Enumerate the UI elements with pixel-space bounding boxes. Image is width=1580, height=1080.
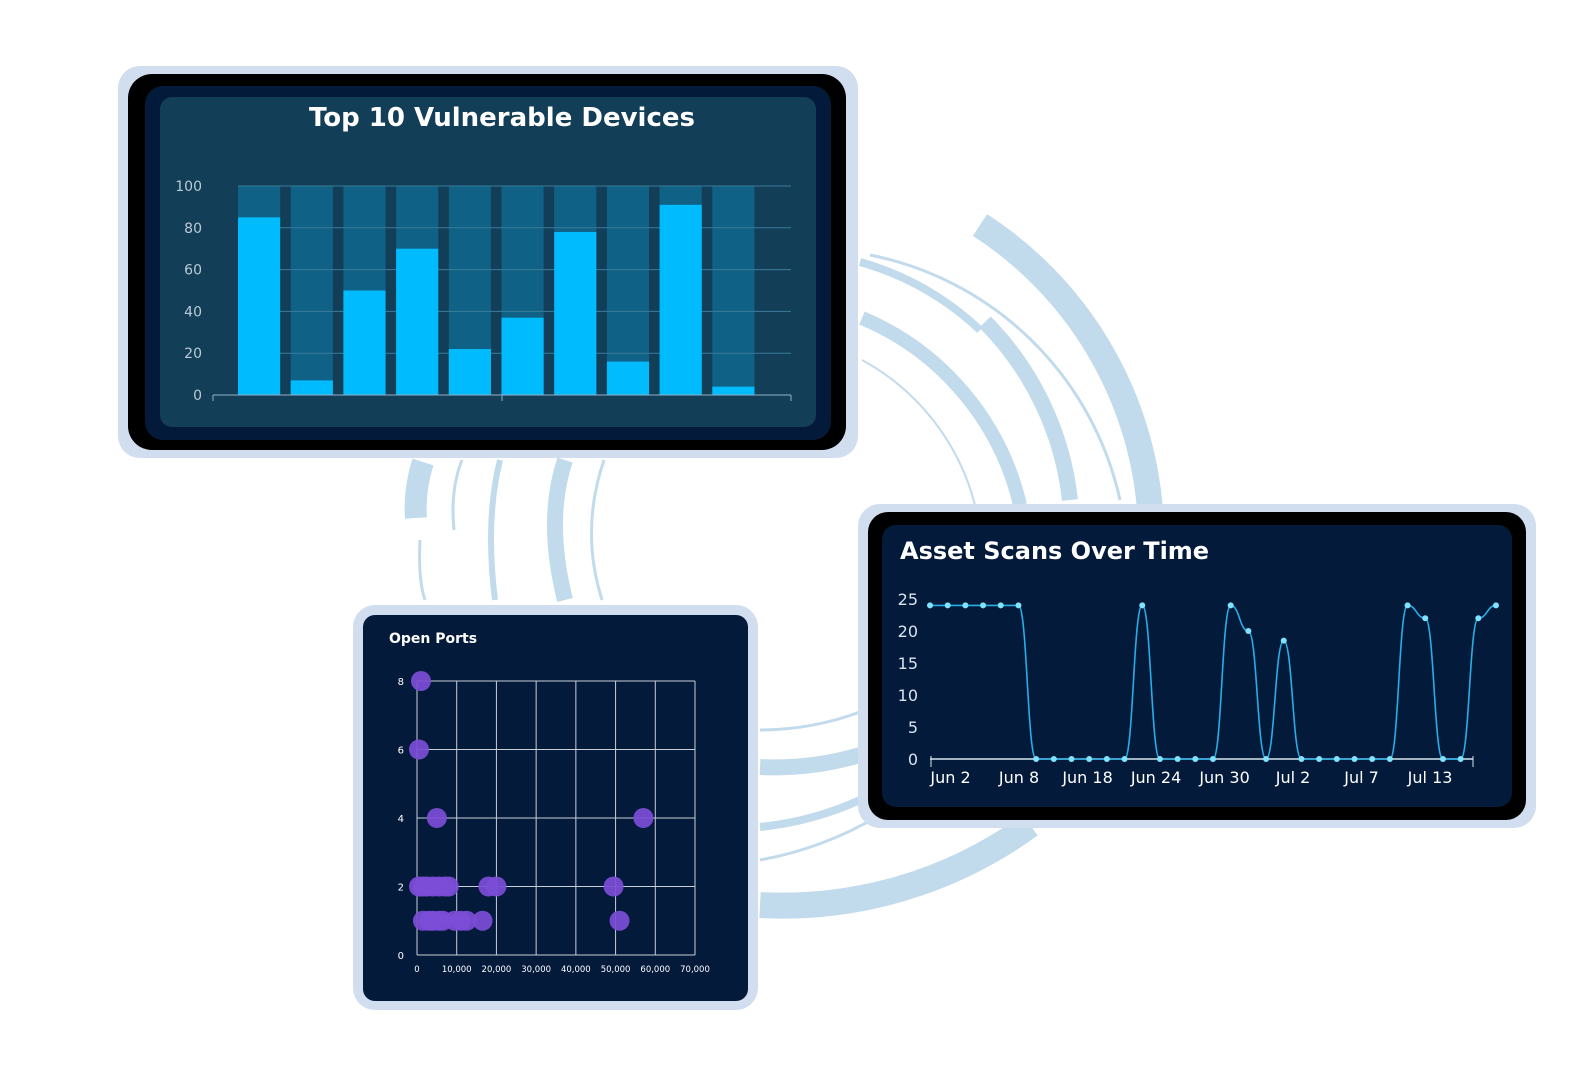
data-point xyxy=(1351,756,1358,762)
y-tick-label: 20 xyxy=(184,346,202,362)
bar xyxy=(343,290,386,395)
series-line xyxy=(930,604,1497,760)
data-point xyxy=(1245,628,1252,634)
x-tick-label: Jun 18 xyxy=(1061,768,1112,787)
y-tick-label: 15 xyxy=(898,654,918,673)
data-point xyxy=(1457,756,1464,762)
bar-track xyxy=(712,186,755,395)
bar xyxy=(606,361,650,395)
x-tick-label: Jul 2 xyxy=(1275,768,1311,787)
data-point xyxy=(1033,756,1040,762)
data-point xyxy=(1422,615,1429,622)
scatter-point xyxy=(438,876,459,897)
data-point xyxy=(1121,756,1128,762)
data-point xyxy=(1068,756,1075,762)
x-tick-label: 70,000 xyxy=(680,965,710,975)
scatter-point xyxy=(486,876,507,897)
y-tick-label: 0 xyxy=(193,388,202,404)
vulnerable-devices-title: Top 10 Vulnerable Devices xyxy=(309,103,695,133)
data-point xyxy=(1316,756,1323,762)
data-point xyxy=(1086,756,1093,762)
bar xyxy=(712,386,755,395)
data-point xyxy=(1050,756,1057,762)
scatter-point xyxy=(426,808,447,828)
x-tick-label: 10,000 xyxy=(442,965,472,975)
data-point xyxy=(1174,756,1181,762)
data-point xyxy=(1139,602,1146,609)
y-tick-label: 5 xyxy=(908,718,918,737)
open-ports-scatter-chart: 0 10,000 20,000 30,000 40,000 50,000 60,000 70,… xyxy=(398,671,710,975)
bar-track xyxy=(290,186,333,395)
y-tick-label: 25 xyxy=(898,590,918,609)
y-tick-label: 40 xyxy=(184,304,202,320)
data-point xyxy=(1227,602,1234,609)
x-tick-label: 0 xyxy=(414,965,419,975)
scatter-point xyxy=(472,910,493,931)
y-tick-label: 20 xyxy=(898,622,918,641)
data-point xyxy=(1192,756,1199,762)
x-tick-label: 60,000 xyxy=(640,965,670,975)
bar-track xyxy=(606,186,650,395)
x-tick-label: Jun 2 xyxy=(929,768,970,787)
y-tick-label: 6 xyxy=(398,746,404,757)
data-point xyxy=(1280,637,1287,644)
data-point xyxy=(962,602,969,609)
asset-scans-title: Asset Scans Over Time xyxy=(900,537,1210,565)
x-tick-label: Jun 8 xyxy=(998,768,1039,787)
data-point xyxy=(1015,602,1022,609)
scatter-point xyxy=(609,910,630,931)
y-tick-label: 0 xyxy=(908,750,918,769)
data-point xyxy=(1298,756,1305,762)
data-point xyxy=(1475,615,1482,622)
y-tick-label: 2 xyxy=(398,883,404,894)
bar xyxy=(238,217,281,395)
x-tick-label: 50,000 xyxy=(601,965,631,975)
data-point xyxy=(944,602,951,609)
bar xyxy=(501,317,544,395)
open-ports-title: Open Ports xyxy=(389,631,478,647)
vulnerable-devices-bar-chart: 0 20 40 60 80 100 xyxy=(175,179,792,404)
x-tick-label: 20,000 xyxy=(482,965,512,975)
asset-scans-line-chart: 0 5 10 15 20 25 Jun 2 Jun 8 Jun 18 Jun 24 Jun 30 Ju… xyxy=(898,590,1499,787)
scatter-point xyxy=(633,808,654,828)
data-point xyxy=(1439,756,1446,762)
y-tick-label: 8 xyxy=(398,677,404,688)
data-point xyxy=(1493,602,1499,609)
scatter-point xyxy=(408,739,429,760)
bar xyxy=(659,204,702,395)
y-tick-label: 10 xyxy=(898,686,918,705)
scatter-point xyxy=(603,876,624,897)
data-point xyxy=(980,602,987,609)
data-point xyxy=(997,602,1004,609)
data-point xyxy=(1369,756,1376,762)
y-tick-label: 0 xyxy=(398,951,404,962)
data-point xyxy=(1103,756,1110,762)
y-tick-label: 60 xyxy=(184,263,202,279)
data-point xyxy=(1386,756,1393,762)
x-tick-label: 30,000 xyxy=(521,965,551,975)
scatter-point xyxy=(456,910,477,931)
x-tick-label: Jun 30 xyxy=(1198,768,1249,787)
y-tick-label: 80 xyxy=(184,221,202,237)
scatter-point xyxy=(410,671,431,691)
data-point xyxy=(927,602,933,609)
x-tick-label: Jun 24 xyxy=(1130,768,1181,787)
x-tick-label: Jul 13 xyxy=(1407,768,1453,787)
y-tick-label: 4 xyxy=(398,814,404,825)
bar xyxy=(448,349,491,395)
data-point xyxy=(1263,756,1270,762)
data-point xyxy=(1156,756,1163,762)
data-point xyxy=(1210,756,1216,762)
bar xyxy=(290,380,333,395)
data-point xyxy=(1333,756,1340,762)
bar xyxy=(554,231,597,395)
y-tick-label: 100 xyxy=(175,179,202,195)
x-tick-label: Jul 7 xyxy=(1343,768,1379,787)
bar xyxy=(396,248,439,395)
x-tick-label: 40,000 xyxy=(561,965,591,975)
data-point xyxy=(1404,602,1411,609)
